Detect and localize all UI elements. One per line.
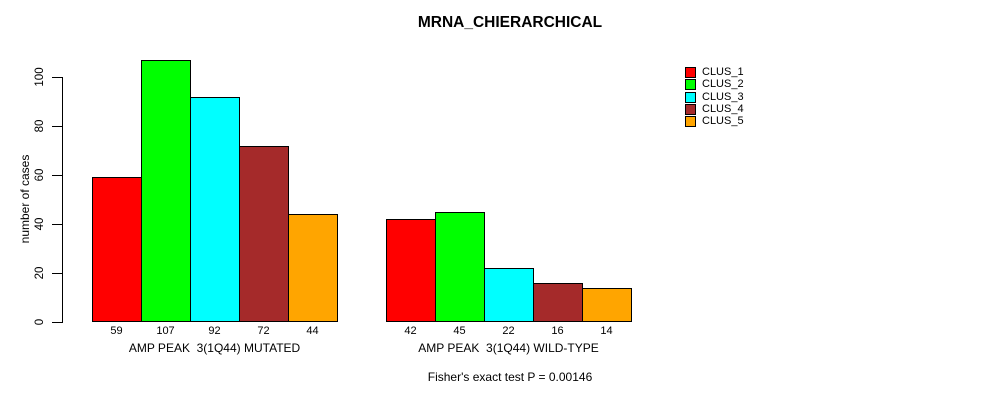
bar-clus_3-group1	[190, 97, 240, 322]
legend-label: CLUS_3	[702, 90, 744, 103]
bar-value-label: 107	[156, 325, 175, 337]
bar-value-label: 14	[600, 325, 613, 337]
bar-value-label: 59	[110, 325, 123, 337]
bar-value-label: 72	[257, 325, 270, 337]
y-axis-label: number of cases	[18, 154, 32, 244]
y-tick-mark	[52, 77, 62, 78]
y-tick-label: 80	[34, 119, 46, 133]
legend-swatch-clus_5	[685, 116, 696, 128]
y-axis-line	[62, 77, 63, 323]
bar-clus_5-group2	[582, 288, 632, 322]
bar-clus_5-group1	[288, 214, 338, 322]
bar-value-label: 22	[502, 325, 515, 337]
y-tick-label: 40	[34, 217, 46, 231]
bar-clus_2-group2	[435, 212, 485, 322]
bar-value-label: 92	[208, 325, 221, 337]
bar-clus_3-group2	[484, 268, 534, 322]
y-tick-label: 100	[34, 67, 46, 87]
bar-clus_4-group2	[533, 283, 583, 322]
group-axis-label: AMP PEAK 3(1Q44) MUTATED	[128, 341, 301, 355]
y-tick-label: 60	[34, 168, 46, 182]
bar-value-label: 44	[306, 325, 319, 337]
legend-swatch-clus_3	[685, 91, 696, 103]
group-axis-label: AMP PEAK 3(1Q44) WILD-TYPE	[418, 341, 599, 355]
y-tick-mark	[52, 322, 62, 323]
footnote-fisher-test: Fisher's exact test P = 0.00146	[427, 370, 593, 384]
y-tick-mark	[52, 273, 62, 274]
legend-label: CLUS_2	[702, 78, 744, 91]
y-tick-mark	[52, 175, 62, 176]
bar-value-label: 16	[551, 325, 564, 337]
legend-swatch-clus_4	[685, 103, 696, 115]
y-tick-mark	[52, 126, 62, 127]
legend-label: CLUS_1	[702, 66, 744, 78]
bar-clus_1-group1	[92, 177, 142, 322]
legend-label: CLUS_5	[702, 115, 744, 128]
bar-value-label: 42	[404, 325, 417, 337]
bar-clus_1-group2	[386, 219, 436, 322]
bar-clus_2-group1	[141, 60, 191, 322]
bar-clus_4-group1	[239, 146, 289, 322]
legend-swatch-clus_2	[685, 79, 696, 91]
chart-title: MRNA_CHIERARCHICAL	[417, 14, 603, 31]
bar-value-label: 45	[453, 325, 466, 337]
y-tick-label: 0	[34, 318, 46, 326]
y-tick-mark	[52, 224, 62, 225]
y-tick-label: 20	[34, 266, 46, 280]
legend-label: CLUS_4	[702, 102, 744, 115]
legend-swatch-clus_1	[685, 67, 696, 78]
